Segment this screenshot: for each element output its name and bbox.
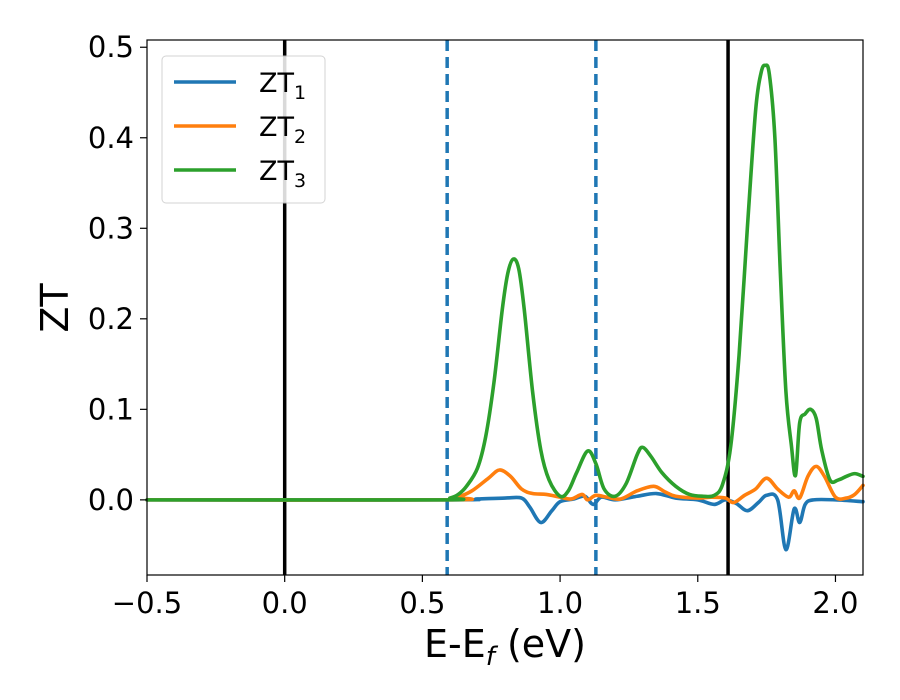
y-tick-label: 0.4: [88, 121, 134, 155]
y-axis-label: ZT: [33, 283, 77, 333]
plot-frame: [146, 39, 864, 576]
y-tick-label: 0.5: [88, 30, 134, 64]
legend: ZT1 ZT2 ZT3: [161, 55, 326, 204]
x-tick-label: 2.0: [812, 586, 858, 620]
x-tick-label: −0.5: [112, 586, 182, 620]
legend-box: [161, 55, 326, 204]
y-tick-label: 0.3: [88, 211, 134, 245]
x-tick-label: 0.0: [262, 586, 308, 620]
y-tick-label: 0.2: [88, 302, 134, 336]
y-tick-label: 0.0: [88, 483, 134, 517]
x-axis-ticks: −0.5 0.0 0.5 1.0 1.5 2.0: [112, 575, 859, 620]
y-axis-ticks: 0.0 0.1 0.2 0.3 0.4 0.5: [88, 30, 147, 517]
series-line-zt3: [145, 63, 865, 502]
legend-label-zt2: ZT2: [259, 112, 306, 148]
x-axis-label: E-Ef (eV): [424, 622, 586, 672]
x-tick-label: 1.5: [675, 586, 721, 620]
series-line-zt2: [145, 464, 865, 505]
x-tick-label: 1.0: [537, 586, 583, 620]
series-line-zt1: [145, 491, 865, 552]
x-tick-label: 0.5: [399, 586, 445, 620]
series-lines: [145, 63, 865, 552]
y-tick-label: 0.1: [88, 392, 134, 426]
legend-label-zt3: ZT3: [259, 156, 306, 192]
legend-label-zt1: ZT1: [259, 68, 306, 104]
x-axis-label-unit: (eV): [495, 622, 586, 666]
